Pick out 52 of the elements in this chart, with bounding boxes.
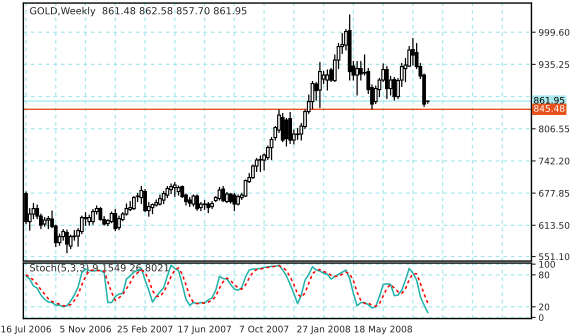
candlestick: [87, 214, 92, 226]
candlestick: [188, 196, 192, 208]
candlestick: [206, 202, 210, 214]
candlestick: [355, 60, 360, 96]
y-tick-label: 0: [538, 314, 544, 322]
candlestick: [258, 155, 262, 172]
x-tick-label: 16 Jul 2006: [1, 325, 51, 334]
ref-line-label: 861.95: [534, 96, 564, 104]
y-tick-label: 742.20: [539, 158, 570, 165]
x-tick-label: 27 Jan 2008: [297, 326, 350, 334]
x-tick-label: 18 May 2008: [354, 326, 412, 334]
candlestick: [65, 229, 69, 254]
candlestick: [192, 194, 196, 207]
candlestick: [158, 194, 162, 206]
candlestick: [411, 38, 415, 66]
y-tick-label: 806.55: [538, 126, 570, 132]
candlestick: [280, 112, 285, 142]
x-tick-label: 5 Nov 2006: [60, 326, 112, 332]
y-tick-label: 100: [539, 260, 556, 268]
candlestick: [176, 185, 180, 196]
y-tick-label: 551.10: [539, 253, 570, 260]
candlestick: [195, 194, 200, 211]
y-tick-label: 613.50: [539, 222, 570, 229]
candlestick: [91, 208, 95, 225]
candlestick: [132, 196, 136, 210]
y-tick-label: 999.60: [538, 28, 570, 36]
x-tick-label: 25 Feb 2007: [118, 325, 172, 332]
candlestick: [284, 118, 288, 147]
candlestick: [169, 183, 173, 194]
x-tick-label: 17 Jun 2007: [178, 326, 231, 334]
candlestick: [202, 200, 206, 210]
chart-title: GOLD,Weekly 861.48 862.58 857.70 861.95: [30, 6, 246, 16]
y-tick-label: 677.85: [539, 190, 570, 197]
candlestick: [236, 194, 240, 206]
candlestick: [318, 62, 322, 108]
ref-line-label: 845.48: [534, 105, 564, 112]
candlestick: [117, 215, 121, 230]
candlestick: [218, 186, 222, 201]
candlestick: [150, 203, 154, 214]
candlestick: [325, 69, 330, 91]
candlestick: [221, 186, 226, 202]
candlestick: [385, 66, 389, 100]
candlestick: [392, 76, 396, 101]
y-tick-label: 20: [539, 304, 550, 310]
candlestick: [172, 182, 177, 198]
y-tick-label: 935.25: [538, 61, 570, 68]
candlestick: [288, 112, 292, 144]
candlestick: [143, 188, 147, 212]
candlestick: [113, 208, 118, 232]
candlestick: [232, 192, 236, 212]
y-tick-label: 80: [538, 272, 550, 278]
x-tick-label: 7 Oct 2007: [240, 326, 288, 332]
